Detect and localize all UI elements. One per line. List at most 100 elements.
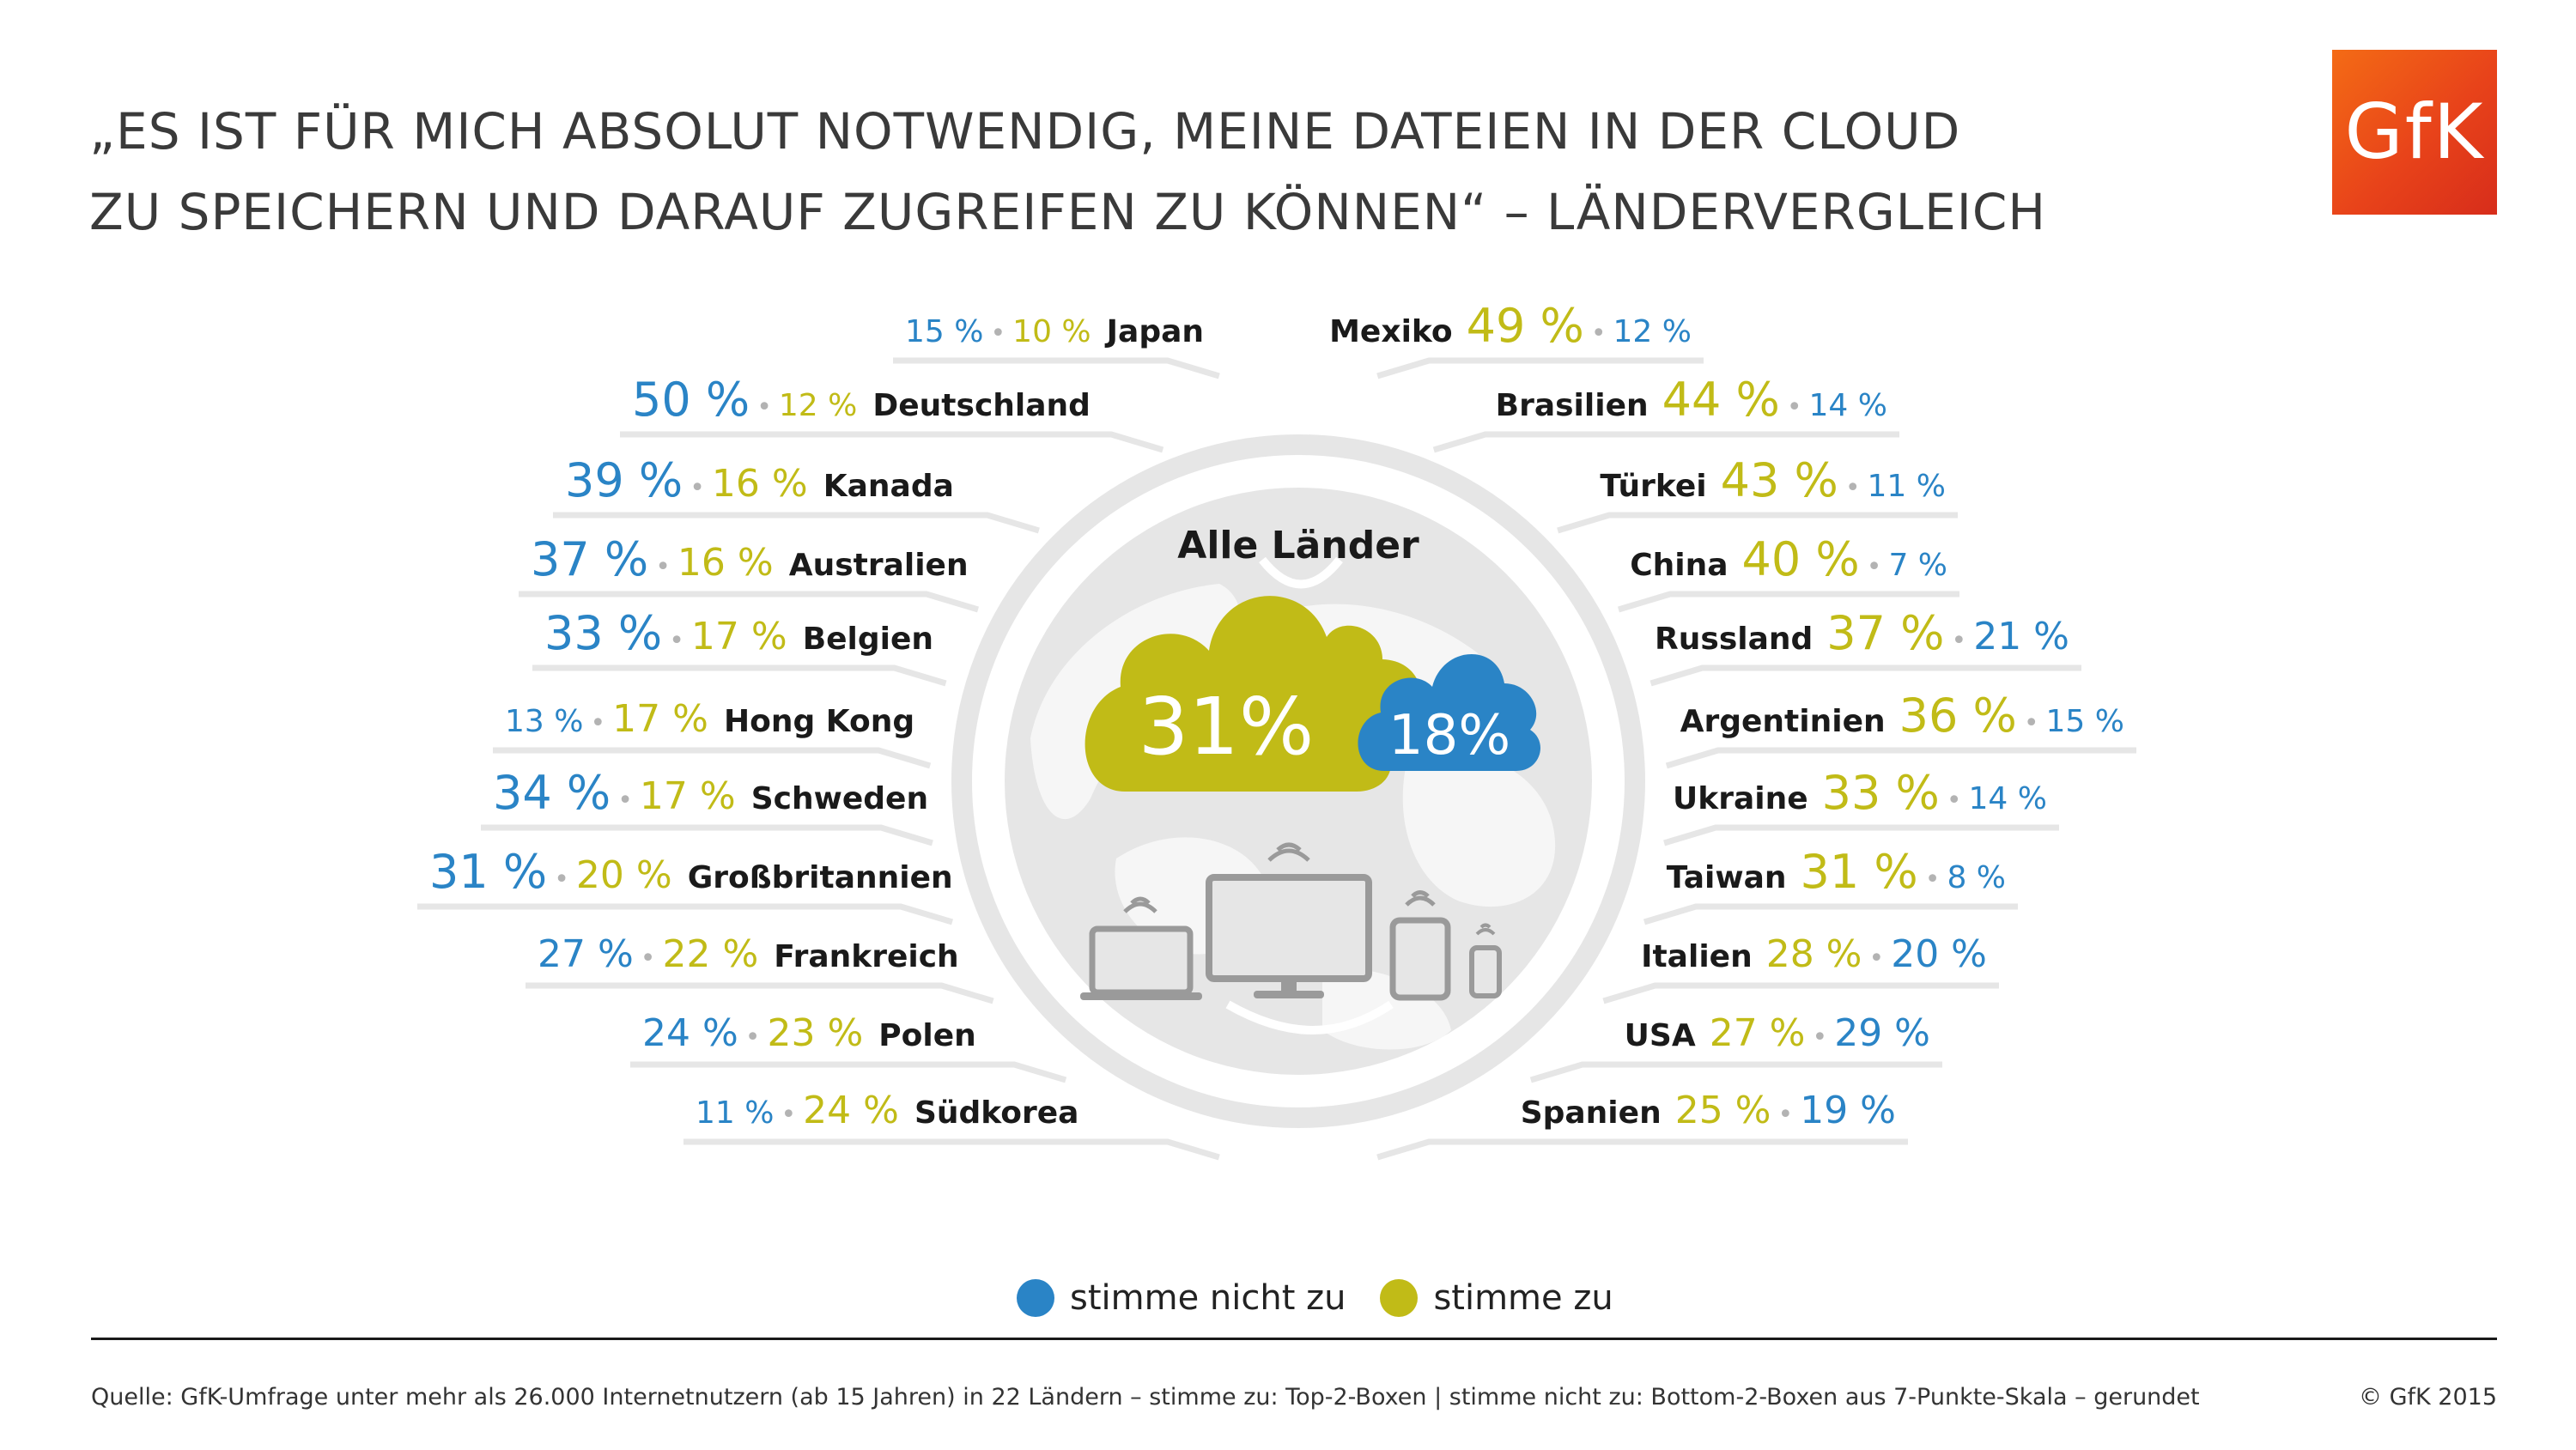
title-line-2: ZU SPEICHERN UND DARAUF ZUGREIFEN ZU KÖN… (89, 183, 2046, 241)
country-row-5: 13 % • 17 % Hong Kong (493, 697, 932, 769)
country-name: USA (1625, 1018, 1696, 1053)
connector-line (1663, 824, 2059, 846)
country-row-10: Spanien 25 % • 19 % (1376, 1089, 1908, 1161)
separator-dot: • (1925, 865, 1941, 895)
gfk-logo: GfK (2332, 50, 2497, 215)
monitor-icon (1206, 842, 1372, 998)
country-name: Spanien (1521, 1095, 1662, 1131)
separator-dot: • (781, 1100, 796, 1130)
value-stimme-zu: 43 % (1721, 453, 1838, 507)
connector-line (1529, 1061, 1942, 1083)
country-row-4: Russland 37 % • 21 % (1649, 606, 2081, 687)
row-label: Russland 37 % • 21 % (1655, 606, 2069, 660)
separator-dot: • (690, 473, 705, 503)
country-name: Frankreich (774, 939, 958, 974)
connector-line (630, 1061, 1067, 1083)
country-row-7: Taiwan 31 % • 8 % (1643, 845, 2018, 925)
country-name: Mexiko (1329, 314, 1453, 349)
value-stimme-zu: 28 % (1766, 932, 1862, 976)
value-stimme-zu: 24 % (803, 1089, 899, 1132)
value-stimme-nicht-zu: 50 % (632, 373, 750, 427)
row-label: 33 % • 17 % Belgien (544, 606, 933, 660)
country-row-1: 50 % • 12 % Deutschland (620, 373, 1164, 453)
country-name: Argentinien (1680, 704, 1886, 739)
value-stimme-zu: 27 % (1710, 1011, 1806, 1055)
page-title: „ES IST FÜR MICH ABSOLUT NOTWENDIG, MEIN… (89, 91, 2046, 252)
value-stimme-nicht-zu: 20 % (1891, 932, 1987, 976)
separator-dot: • (1952, 626, 1967, 656)
country-name: Südkorea (914, 1095, 1079, 1131)
cloud-zu-shape (1084, 596, 1422, 792)
row-label: Mexiko 49 % • 12 % (1329, 299, 1692, 353)
cloud-nicht-zu-shape (1358, 653, 1540, 771)
footer-divider (91, 1338, 2497, 1340)
separator-dot: • (1778, 1100, 1794, 1130)
value-stimme-zu: 49 % (1467, 299, 1584, 353)
country-row-2: Türkei 43 % • 11 % (1557, 453, 1958, 534)
value-stimme-zu: 25 % (1675, 1089, 1771, 1132)
row-label: Türkei 43 % • 11 % (1600, 453, 1946, 507)
separator-dot: • (641, 943, 656, 974)
value-stimme-nicht-zu: 24 % (642, 1011, 738, 1055)
separator-dot: • (2024, 708, 2039, 738)
center-stimme-nicht-zu-value: 18% (1388, 704, 1510, 767)
row-label: Ukraine 33 % • 14 % (1673, 766, 2047, 820)
country-name: Brasilien (1496, 388, 1649, 423)
country-name: Schweden (751, 781, 928, 816)
connector-line (893, 357, 1220, 379)
country-row-3: China 40 % • 7 % (1617, 532, 1959, 613)
country-name: Polen (878, 1018, 976, 1053)
legend-item-stimme-nicht-zu: stimme nicht zu (1017, 1278, 1346, 1318)
connector-line (1432, 431, 1899, 453)
country-name: Taiwan (1667, 860, 1787, 895)
value-stimme-nicht-zu: 29 % (1834, 1011, 1930, 1055)
country-row-0: Mexiko 49 % • 12 % (1329, 299, 1704, 379)
value-stimme-zu: 22 % (663, 932, 759, 976)
country-row-3: 37 % • 16 % Australien (519, 532, 980, 613)
legend-swatch-green (1380, 1279, 1419, 1317)
connector-line (1649, 664, 2081, 687)
value-stimme-nicht-zu: 37 % (531, 532, 648, 586)
row-label: 50 % • 12 % Deutschland (632, 373, 1091, 427)
country-name: Ukraine (1673, 781, 1808, 816)
value-stimme-nicht-zu: 12 % (1613, 314, 1692, 349)
country-name: Deutschland (872, 388, 1091, 423)
country-row-9: 24 % • 23 % Polen (630, 1011, 1067, 1083)
row-label: 31 % • 20 % Großbritannien (429, 845, 953, 899)
value-stimme-zu: 33 % (1822, 766, 1940, 820)
row-label: 15 % • 10 % Japan (905, 314, 1204, 349)
country-name: China (1630, 548, 1728, 583)
value-stimme-nicht-zu: 7 % (1888, 548, 1947, 583)
separator-dot: • (590, 708, 605, 738)
country-row-0: 15 % • 10 % Japan (893, 314, 1220, 379)
value-stimme-nicht-zu: 13 % (505, 704, 583, 739)
country-row-7: 31 % • 20 % Großbritannien (417, 845, 954, 925)
right-country-rows: Mexiko 49 % • 12 %Brasilien 44 % • 14 %Türkei 4… (1329, 299, 2136, 1161)
center-stimme-zu-value: 31% (1139, 681, 1314, 773)
value-stimme-zu: 17 % (691, 615, 787, 658)
separator-dot: • (1591, 319, 1607, 349)
country-row-8: Italien 28 % • 20 % (1602, 932, 1999, 1004)
connector-line (519, 591, 980, 613)
device-icons (1080, 842, 1502, 1001)
separator-dot: • (1787, 392, 1802, 422)
separator-dot: • (1845, 473, 1861, 503)
value-stimme-zu: 17 % (612, 697, 708, 741)
separator-dot: • (617, 786, 633, 816)
title-line-1: „ES IST FÜR MICH ABSOLUT NOTWENDIG, MEIN… (89, 102, 1961, 161)
value-stimme-nicht-zu: 11 % (1868, 469, 1946, 504)
connector-line (683, 1138, 1220, 1161)
country-row-8: 27 % • 22 % Frankreich (526, 932, 994, 1004)
country-row-9: USA 27 % • 29 % (1529, 1011, 1942, 1083)
country-name: Kanada (823, 469, 954, 504)
legend-label-stimme-zu: stimme zu (1433, 1278, 1613, 1318)
value-stimme-nicht-zu: 15 % (905, 314, 983, 349)
country-name: Russland (1655, 622, 1813, 657)
logo-text: GfK (2344, 88, 2485, 176)
connector-line (532, 664, 947, 687)
country-row-6: Ukraine 33 % • 14 % (1663, 766, 2059, 846)
separator-dot: • (990, 319, 1005, 349)
connector-line (417, 903, 954, 925)
connector-line (493, 747, 932, 769)
separator-dot: • (756, 392, 772, 422)
